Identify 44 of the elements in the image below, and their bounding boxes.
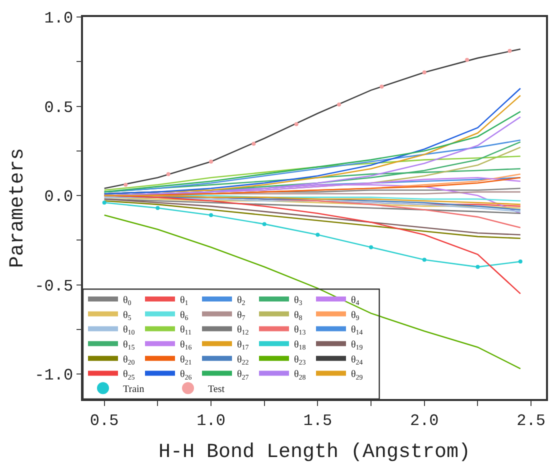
legend-label: θ$_{24}$ <box>351 354 364 366</box>
legend-label: θ$_{16}$ <box>180 339 192 352</box>
legend-label: θ$_{17}$ <box>237 339 250 352</box>
legend-label: θ$_{19}$ <box>351 339 364 352</box>
legend-label: θ$_{12}$ <box>237 324 250 337</box>
legend-label: θ$_{3}$ <box>294 294 303 308</box>
legend-label: θ$_{15}$ <box>123 339 136 352</box>
x-tick-label: 0.5 <box>90 412 119 430</box>
legend-label: θ$_{25}$ <box>123 369 136 382</box>
legend-label: θ$_{22}$ <box>237 354 250 366</box>
legend-label: θ$_{21}$ <box>180 354 192 366</box>
legend-label: Test <box>208 384 225 396</box>
legend-label: θ$_{11}$ <box>180 324 192 337</box>
legend-label: θ$_{2}$ <box>237 294 246 308</box>
legend-label: θ$_{4}$ <box>351 294 360 308</box>
legend-label: θ$_{6}$ <box>180 310 189 322</box>
legend-label: θ$_{14}$ <box>351 324 364 337</box>
legend-label: θ$_{5}$ <box>123 310 132 322</box>
legend-label: θ$_{8}$ <box>294 310 303 322</box>
y-tick-label: 1.0 <box>44 10 74 28</box>
legend-label: θ$_{18}$ <box>294 339 306 352</box>
x-tick-label: 1.0 <box>196 412 226 430</box>
x-axis-title: H-H Bond Length (Angstrom) <box>158 441 471 464</box>
legend-label: θ$_{20}$ <box>123 354 136 366</box>
legend-label: θ$_{13}$ <box>294 324 306 337</box>
legend-label: θ$_{27}$ <box>237 369 250 382</box>
legend-label: θ$_{0}$ <box>123 294 132 308</box>
y-tick-label: -0.5 <box>34 277 74 296</box>
x-tick-label: 1.5 <box>303 412 332 430</box>
y-axis-title: Parameters <box>6 148 30 268</box>
legend-label: θ$_{29}$ <box>351 369 364 382</box>
legend-label: θ$_{7}$ <box>237 310 246 322</box>
legend-label: θ$_{26}$ <box>180 369 192 382</box>
x-tick-label: 2.0 <box>410 412 439 430</box>
legend-label: θ$_{9}$ <box>351 310 360 322</box>
y-tick-label: 0.5 <box>44 98 74 117</box>
legend-label: Train <box>123 384 144 396</box>
legend-label: θ$_{10}$ <box>123 324 136 337</box>
y-tick-label: 0.0 <box>44 188 74 206</box>
legend-label: θ$_{1}$ <box>180 294 189 308</box>
legend-label: θ$_{23}$ <box>294 354 306 366</box>
legend-label: θ$_{28}$ <box>294 369 306 382</box>
y-tick-label: -1.0 <box>34 366 74 385</box>
x-tick-label: 2.5 <box>516 412 546 430</box>
